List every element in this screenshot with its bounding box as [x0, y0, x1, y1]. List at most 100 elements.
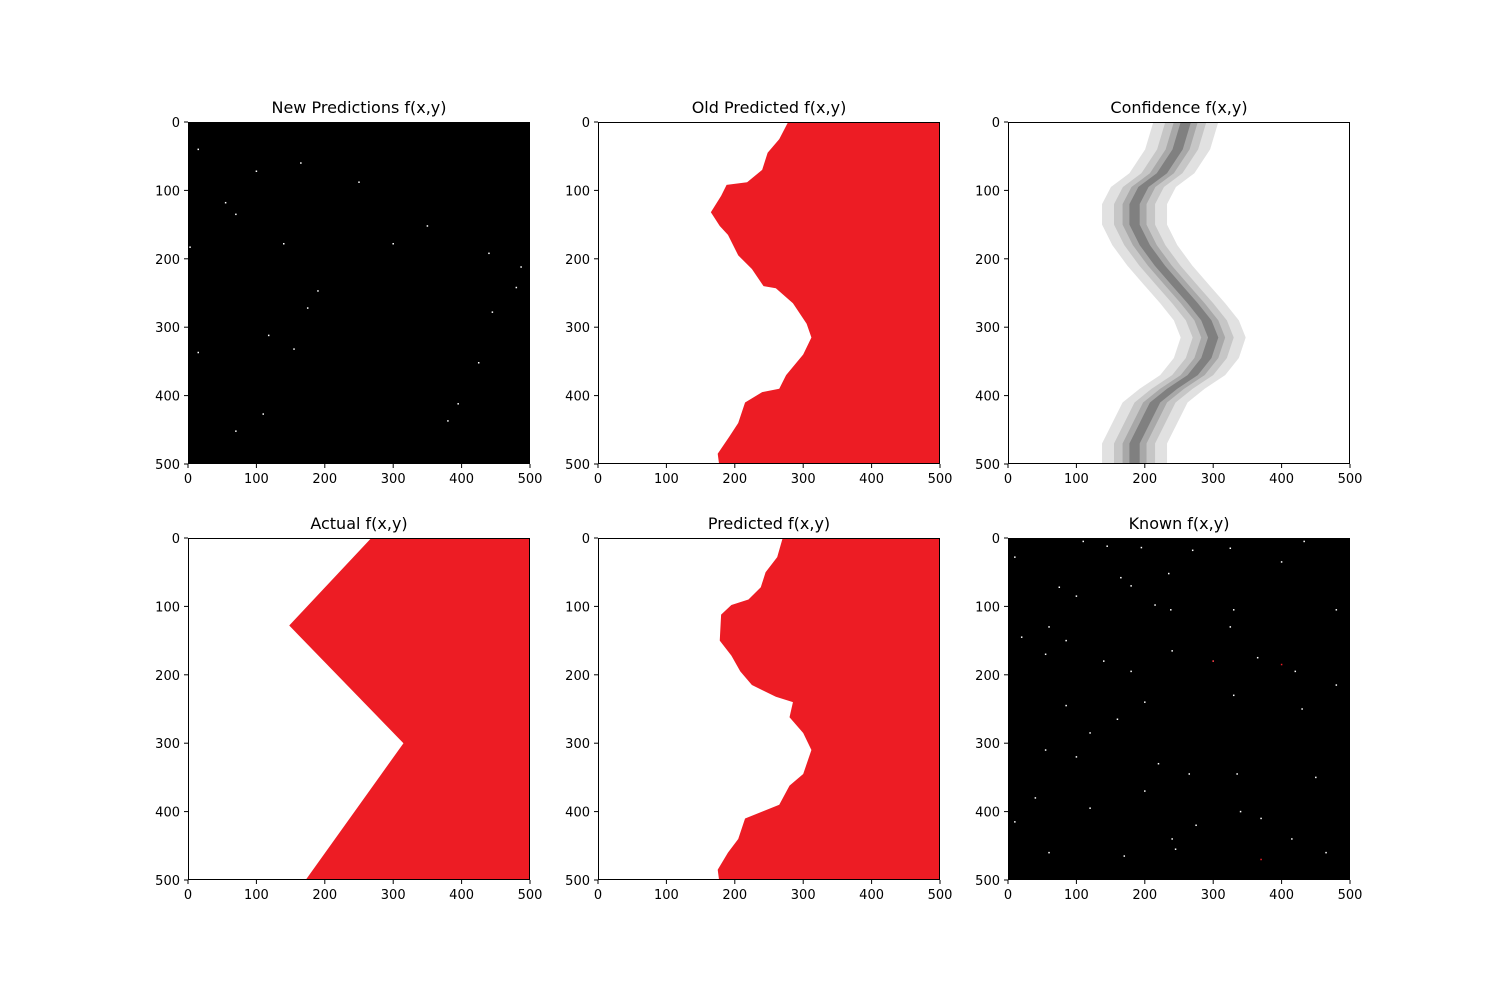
y-tick-label: 200: [565, 669, 590, 684]
plot-area-new-predictions: [188, 122, 530, 464]
y-tick-label: 400: [975, 806, 1000, 821]
known-point: [1014, 556, 1016, 558]
known-point: [293, 348, 295, 350]
y-tick-label: 0: [582, 532, 590, 547]
chart-title: Confidence f(x,y): [1110, 98, 1247, 117]
y-tick-label: 300: [565, 737, 590, 752]
known-point: [1075, 595, 1078, 597]
x-tick-label: 400: [449, 888, 474, 903]
x-tick-label: 0: [1004, 472, 1012, 487]
known-point: [477, 362, 480, 364]
known-point: [283, 243, 285, 245]
chart-title: Known f(x,y): [1129, 514, 1230, 533]
panel-known: 0 100 200 300 400 500 0 100 200 300 400 500 Known f(…: [975, 514, 1362, 903]
panel-actual: 0 100 200 300 400 500 0 100 200 300 400 500 Actual f…: [155, 514, 542, 903]
known-point: [306, 307, 309, 309]
panel-new-predictions: 0 100 200 300 400 500 0 100 200 300 400 500 New Pred…: [155, 98, 542, 487]
confidence-band: [1129, 122, 1219, 464]
known-point: [358, 181, 360, 183]
known-point: [447, 420, 449, 422]
y-tick-label: 300: [565, 321, 590, 336]
known-point: [1232, 609, 1235, 611]
known-point: [1167, 572, 1170, 575]
x-tick-label: 400: [859, 472, 884, 487]
plot-area-known: [1008, 538, 1350, 880]
red-region: [710, 122, 940, 464]
x-tick-label: 100: [654, 888, 679, 903]
known-point: [1188, 773, 1191, 775]
y-tick-label: 200: [155, 669, 180, 684]
y-tick-label: 300: [975, 737, 1000, 752]
x-tick-label: 300: [791, 472, 816, 487]
x-tick-label: 300: [791, 888, 816, 903]
known-point: [1229, 626, 1232, 628]
known-point: [426, 225, 429, 227]
x-tick-label: 200: [1132, 888, 1157, 903]
known-point: [1174, 848, 1177, 850]
y-tick-label: 300: [155, 321, 180, 336]
y-tick-label: 400: [565, 390, 590, 405]
known-point: [235, 213, 237, 216]
plot-area-old-predicted: [598, 122, 940, 464]
axes-frame: [598, 122, 940, 464]
x-tick-label: 200: [312, 472, 337, 487]
y-tick-label: 500: [565, 458, 590, 473]
known-point: [1301, 708, 1303, 710]
x-tick-label: 500: [518, 888, 543, 903]
known-point: [1014, 821, 1016, 823]
y-tick-label: 100: [155, 184, 180, 199]
x-tick-label: 100: [1064, 472, 1089, 487]
x-tick-label: 300: [1201, 888, 1226, 903]
known-point-red: [1280, 663, 1283, 666]
known-point: [255, 170, 258, 172]
axes-frame: [598, 538, 940, 880]
known-point: [197, 351, 200, 354]
y-tick-label: 100: [565, 184, 590, 199]
known-point: [1044, 749, 1047, 751]
y-tick-label: 400: [155, 806, 180, 821]
y-tick-label: 500: [155, 458, 180, 473]
red-region: [289, 538, 530, 880]
known-point: [1065, 639, 1067, 642]
plot-area-predicted: [598, 538, 940, 880]
known-point: [1170, 609, 1172, 611]
known-point: [1140, 546, 1143, 549]
known-point: [267, 334, 270, 337]
x-tick-label: 0: [184, 888, 192, 903]
y-tick-label: 100: [565, 600, 590, 615]
x-tick-label: 500: [1338, 888, 1363, 903]
x-tick-label: 0: [594, 888, 602, 903]
known-point: [488, 252, 490, 255]
x-tick-label: 100: [244, 888, 269, 903]
known-point: [1082, 540, 1084, 543]
x-tick-label: 400: [449, 472, 474, 487]
known-point: [491, 311, 494, 313]
plot-background: [188, 122, 530, 464]
known-point: [1291, 838, 1293, 840]
known-point: [1171, 838, 1173, 840]
known-point: [1325, 851, 1327, 854]
axes-frame: [188, 122, 530, 464]
known-point: [262, 413, 264, 415]
known-point: [300, 162, 302, 164]
known-point: [1232, 694, 1235, 697]
y-tick-label: 100: [975, 184, 1000, 199]
x-tick-label: 0: [594, 472, 602, 487]
plot-area-actual: [188, 538, 530, 880]
panel-confidence: 0 100 200 300 400 500 0 100 200 300 400 500 Confiden…: [975, 98, 1362, 487]
x-tick-label: 500: [928, 888, 953, 903]
x-tick-label: 200: [722, 888, 747, 903]
known-point: [1130, 585, 1132, 587]
known-point: [1239, 810, 1242, 813]
known-point: [1048, 626, 1050, 628]
known-point: [1020, 636, 1023, 638]
x-tick-label: 100: [244, 472, 269, 487]
x-tick-label: 300: [381, 888, 406, 903]
known-point: [1123, 855, 1126, 857]
known-point: [1044, 653, 1047, 656]
chart-title: Old Predicted f(x,y): [692, 98, 847, 117]
known-point: [1089, 732, 1091, 734]
known-point: [189, 246, 191, 248]
known-point: [235, 430, 237, 432]
x-tick-label: 100: [1064, 888, 1089, 903]
